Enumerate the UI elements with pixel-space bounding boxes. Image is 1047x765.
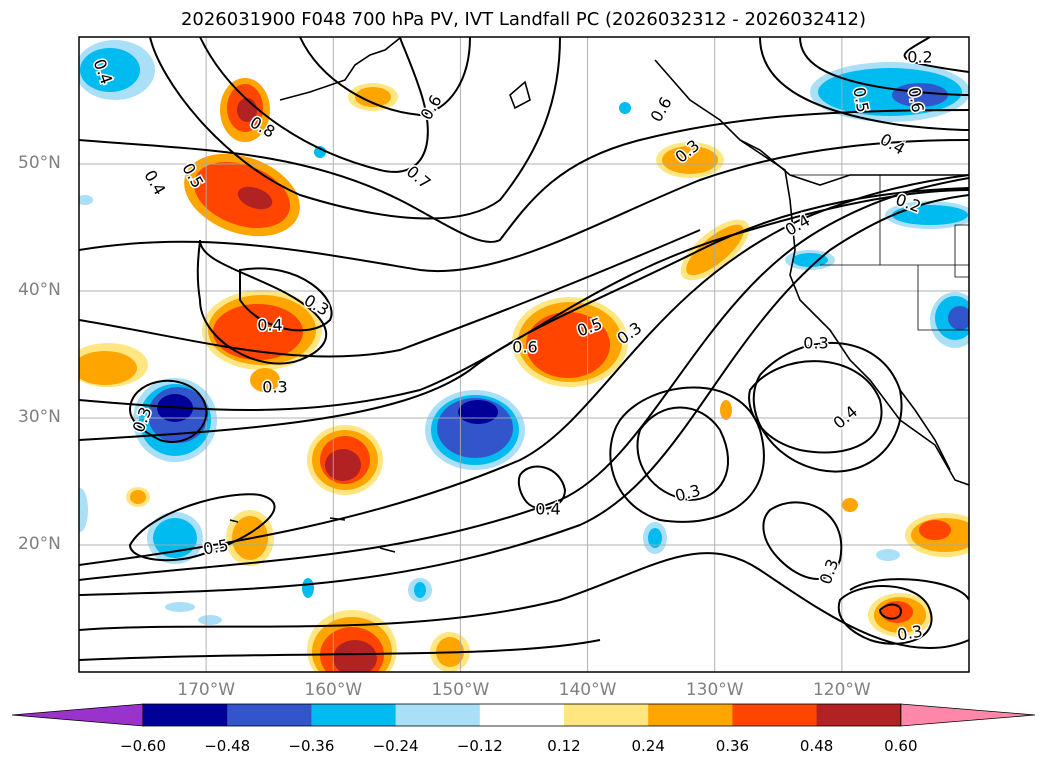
colorbar-tick-label: 0.12 xyxy=(547,737,581,755)
lon-tick-label: 150°W xyxy=(431,680,490,700)
contour-label: 0.6 xyxy=(512,338,537,357)
colorbar-extend-max xyxy=(900,703,1036,727)
contour-label: 0.3 xyxy=(262,378,287,397)
contour-label: 0.4 xyxy=(257,316,282,335)
contour-label: 0.5 xyxy=(849,86,872,114)
lon-tick-label: 140°W xyxy=(558,680,617,700)
lon-tick-label: 170°W xyxy=(177,680,236,700)
filled-anomaly-layer xyxy=(79,40,969,672)
colorbar-tick-label: −0.48 xyxy=(204,737,251,755)
colorbar-tick-label: −0.12 xyxy=(456,737,503,755)
lat-tick-label: 30°N xyxy=(18,407,61,427)
pv-contour-layer xyxy=(79,37,969,661)
colorbar-tick-label: 0.60 xyxy=(884,737,918,755)
colorbar-extend-min xyxy=(11,703,144,727)
colorbar-bin xyxy=(816,704,902,726)
colorbar-bin xyxy=(311,704,397,726)
contour-label: 0.6 xyxy=(904,86,927,114)
colorbar-bin xyxy=(732,704,818,726)
colorbar-tick-label: −0.60 xyxy=(120,737,166,755)
colorbar-tick-label: 0.24 xyxy=(631,737,665,755)
lon-tick-label: 130°W xyxy=(685,680,744,700)
colorbar-bin xyxy=(143,704,228,726)
contour-label: 0.3 xyxy=(803,334,828,353)
contour-label: 0.5 xyxy=(202,535,230,558)
lon-tick-label: 160°W xyxy=(304,680,363,700)
map-title: 2026031900 F048 700 hPa PV, IVT Landfall… xyxy=(180,9,867,30)
contour-label: 0.4 xyxy=(535,500,560,519)
colorbar-tick-label: 0.36 xyxy=(715,737,750,755)
map-plot-area: 0.20.5 0.60.40.40.20.60.60.70.30.40.80.50… xyxy=(79,37,969,672)
colorbar-tick-label: −0.36 xyxy=(288,737,335,755)
colorbar-tick-label: 0.48 xyxy=(799,737,834,755)
colorbar-bin xyxy=(395,704,481,726)
map-frame xyxy=(78,36,970,673)
colorbar-bin xyxy=(564,704,649,726)
lat-tick-label: 20°N xyxy=(18,534,61,554)
colorbar xyxy=(11,703,1036,727)
lat-tick-label: 50°N xyxy=(18,153,61,173)
contour-label: 0.2 xyxy=(907,48,932,67)
colorbar-tick-label: −0.24 xyxy=(372,737,419,755)
lon-tick-label: 120°W xyxy=(812,680,871,700)
lat-tick-label: 40°N xyxy=(18,280,61,300)
colorbar-bin xyxy=(479,704,565,726)
border-lines xyxy=(790,174,969,331)
colorbar-outline xyxy=(142,703,902,727)
colorbar-bin xyxy=(227,704,312,726)
colorbar-bin xyxy=(648,704,733,726)
